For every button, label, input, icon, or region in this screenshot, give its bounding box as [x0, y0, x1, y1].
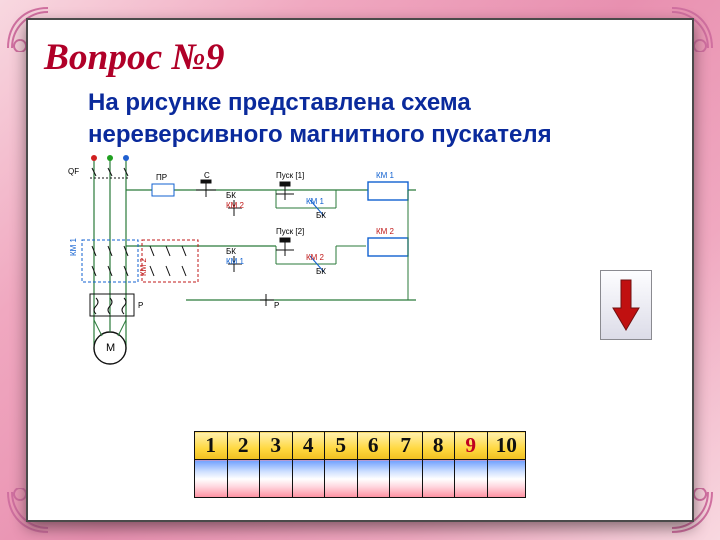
progress-cell[interactable]: 2	[227, 432, 260, 460]
label-bk4: БК	[316, 268, 326, 276]
label-km1-coil: КМ 1	[376, 172, 394, 180]
label-km1-aux: КМ 1	[306, 198, 324, 206]
label-p: Р	[138, 302, 143, 310]
label-km2-aux: КМ 2	[306, 254, 324, 262]
progress-cell[interactable]: 10	[487, 432, 526, 460]
answer-cell	[455, 460, 488, 498]
question-title: Вопрос №9	[44, 36, 692, 79]
answer-cell	[357, 460, 390, 498]
progress-cell[interactable]: 8	[422, 432, 455, 460]
arrow-down-icon	[611, 278, 641, 332]
progress-cell[interactable]: 6	[357, 432, 390, 460]
answer-cell	[227, 460, 260, 498]
progress-cell[interactable]: 1	[195, 432, 228, 460]
progress-cell[interactable]: 5	[325, 432, 358, 460]
next-arrow-button[interactable]	[600, 270, 652, 340]
progress-cell[interactable]: 4	[292, 432, 325, 460]
label-km2-side: КМ 2	[140, 258, 148, 276]
label-qf: QF	[68, 168, 79, 176]
progress-header-row: 1 2 3 4 5 6 7 8 9 10	[195, 432, 526, 460]
label-bk: БК	[226, 192, 236, 200]
slide-page: Вопрос №9 На рисунке представлена схема …	[26, 18, 694, 522]
schematic-diagram: QF ПР С Пуск [1] Пуск [2] БК КМ 2 КМ 1 Б…	[66, 150, 426, 370]
answer-cell	[260, 460, 293, 498]
label-km2-i: КМ 2	[226, 202, 244, 210]
label-p2: Р	[274, 302, 279, 310]
label-pusk1: Пуск [1]	[276, 172, 304, 180]
answer-cell	[390, 460, 423, 498]
label-km2-coil: КМ 2	[376, 228, 394, 236]
progress-answer-row	[195, 460, 526, 498]
label-pr: ПР	[156, 174, 167, 182]
label-km1-i: КМ 1	[226, 258, 244, 266]
label-bk3: БК	[226, 248, 236, 256]
label-c: С	[204, 172, 210, 180]
progress-table: 1 2 3 4 5 6 7 8 9 10	[194, 431, 526, 498]
progress-cell-current[interactable]: 9	[455, 432, 488, 460]
progress-cell[interactable]: 7	[390, 432, 423, 460]
answer-cell	[292, 460, 325, 498]
answer-cell	[422, 460, 455, 498]
answer-cell	[195, 460, 228, 498]
answer-cell	[487, 460, 526, 498]
label-km1-side: КМ 1	[70, 238, 78, 256]
progress-cell[interactable]: 3	[260, 432, 293, 460]
label-bk2: БК	[316, 212, 326, 220]
label-pusk2: Пуск [2]	[276, 228, 304, 236]
label-m: М	[106, 343, 115, 354]
answer-cell	[325, 460, 358, 498]
question-text: На рисунке представлена схема нереверсив…	[88, 87, 662, 152]
